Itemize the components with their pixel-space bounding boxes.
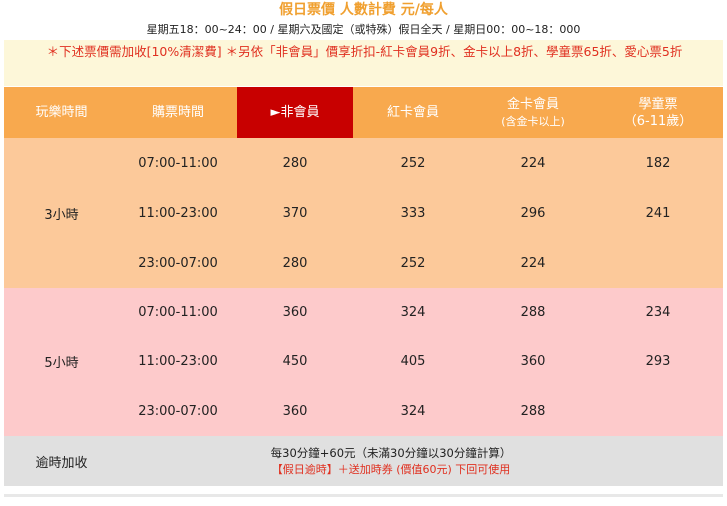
price-student	[593, 386, 723, 436]
price-gold-card: 224	[473, 238, 593, 288]
time-cell: 23:00-07:00	[119, 386, 237, 436]
time-cell: 07:00-11:00	[119, 138, 237, 188]
price-non-member: 280	[237, 238, 353, 288]
price-non-member: 360	[237, 288, 353, 338]
tab-gold-card-member[interactable]: 金卡會員 (含金卡以上)	[473, 87, 593, 138]
table-header-row: 玩樂時間 購票時間 ►非會員 紅卡會員 金卡會員 (含金卡以上) 學童票 （6-…	[4, 87, 723, 138]
overtime-section: 逾時加收 每30分鐘+60元（未滿30分鐘以30分鐘計算） 【假日逾時】＋送加時…	[4, 436, 723, 486]
overtime-rate: 每30分鐘+60元（未滿30分鐘以30分鐘計算）	[270, 445, 512, 460]
price-gold-card: 288	[473, 386, 593, 436]
price-table: 玩樂時間 購票時間 ►非會員 紅卡會員 金卡會員 (含金卡以上) 學童票 （6-…	[4, 87, 723, 436]
header-purchase-time: 購票時間	[119, 87, 237, 138]
schedule-subtitle: 星期五18：00~24：00 / 星期六及國定（或特殊）假日全天 / 星期日00…	[146, 23, 581, 36]
price-non-member: 280	[237, 138, 353, 188]
price-gold-card: 296	[473, 188, 593, 238]
tab-student-ticket[interactable]: 學童票 （6-11歲）	[593, 87, 723, 138]
header-duration: 玩樂時間	[4, 87, 119, 138]
price-student: 182	[593, 138, 723, 188]
student-label: 學童票	[638, 96, 678, 112]
price-red-card: 324	[353, 288, 473, 338]
time-cell: 23:00-07:00	[119, 238, 237, 288]
gold-card-sublabel: (含金卡以上)	[501, 114, 565, 128]
price-red-card: 333	[353, 188, 473, 238]
table-row: 5小時 07:00-11:00 360 324 288 234	[4, 288, 723, 436]
duration-cell: 5小時	[4, 288, 119, 436]
price-gold-card: 224	[473, 138, 593, 188]
time-cell: 11:00-23:00	[119, 188, 237, 238]
table-row: 23:00-07:00 280 252 224	[4, 238, 723, 288]
price-non-member: 360	[237, 386, 353, 436]
discount-notice: ＊下述票價需加收[10%清潔費] ＊另依「非會員」價享折扣-紅卡會員9折、金卡以…	[4, 40, 723, 86]
table-row: 3小時 07:00-11:00 280 252 224 182	[4, 138, 723, 288]
price-non-member: 370	[237, 188, 353, 238]
bottom-divider	[4, 494, 723, 497]
price-student	[593, 238, 723, 288]
time-cell: 07:00-11:00	[119, 288, 237, 338]
overtime-label: 逾時加收	[35, 455, 88, 471]
price-student: 293	[593, 337, 723, 387]
price-student: 234	[593, 288, 723, 338]
page-title: 假日票價 人數計費 元/每人	[279, 2, 448, 18]
price-red-card: 405	[353, 337, 473, 387]
time-cell: 11:00-23:00	[119, 337, 237, 387]
tab-red-card-member[interactable]: 紅卡會員	[353, 87, 473, 138]
price-student: 241	[593, 188, 723, 238]
overtime-details: 每30分鐘+60元（未滿30分鐘以30分鐘計算） 【假日逾時】＋送加時券 (價值…	[119, 445, 723, 478]
price-red-card: 252	[353, 238, 473, 288]
price-red-card: 252	[353, 138, 473, 188]
table-row: 11:00-23:00 450 405 360 293	[4, 337, 723, 387]
price-gold-card: 360	[473, 337, 593, 387]
student-sublabel: （6-11歲）	[623, 113, 693, 129]
table-row: 11:00-23:00 370 333 296 241	[4, 188, 723, 238]
price-non-member: 450	[237, 337, 353, 387]
overtime-bonus: 【假日逾時】＋送加時券 (價值60元) 下回可使用	[271, 462, 511, 476]
price-gold-card: 288	[473, 288, 593, 338]
tab-non-member[interactable]: ►非會員	[237, 87, 353, 138]
price-red-card: 324	[353, 386, 473, 436]
table-row: 23:00-07:00 360 324 288	[4, 386, 723, 436]
gold-card-label: 金卡會員	[506, 96, 559, 112]
duration-cell: 3小時	[4, 138, 119, 288]
